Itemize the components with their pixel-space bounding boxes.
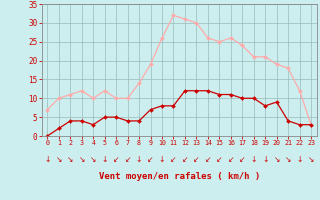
Text: ↙: ↙ xyxy=(124,155,131,164)
Text: ↘: ↘ xyxy=(285,155,291,164)
Text: ↘: ↘ xyxy=(67,155,74,164)
Text: ↘: ↘ xyxy=(78,155,85,164)
Text: ↙: ↙ xyxy=(182,155,188,164)
Text: ↙: ↙ xyxy=(228,155,234,164)
Text: ↓: ↓ xyxy=(44,155,51,164)
Text: ↘: ↘ xyxy=(274,155,280,164)
Text: ↓: ↓ xyxy=(296,155,303,164)
Text: ↙: ↙ xyxy=(205,155,211,164)
Text: ↓: ↓ xyxy=(159,155,165,164)
Text: ↓: ↓ xyxy=(251,155,257,164)
Text: ↓: ↓ xyxy=(136,155,142,164)
Text: ↙: ↙ xyxy=(239,155,245,164)
Text: ↙: ↙ xyxy=(113,155,119,164)
Text: ↙: ↙ xyxy=(216,155,222,164)
Text: ↙: ↙ xyxy=(170,155,177,164)
Text: ↘: ↘ xyxy=(90,155,96,164)
Text: ↘: ↘ xyxy=(308,155,314,164)
Text: ↓: ↓ xyxy=(101,155,108,164)
Text: ↘: ↘ xyxy=(56,155,62,164)
Text: ↙: ↙ xyxy=(193,155,200,164)
Text: ↙: ↙ xyxy=(147,155,154,164)
Text: Vent moyen/en rafales ( km/h ): Vent moyen/en rafales ( km/h ) xyxy=(99,172,260,181)
Text: ↓: ↓ xyxy=(262,155,268,164)
